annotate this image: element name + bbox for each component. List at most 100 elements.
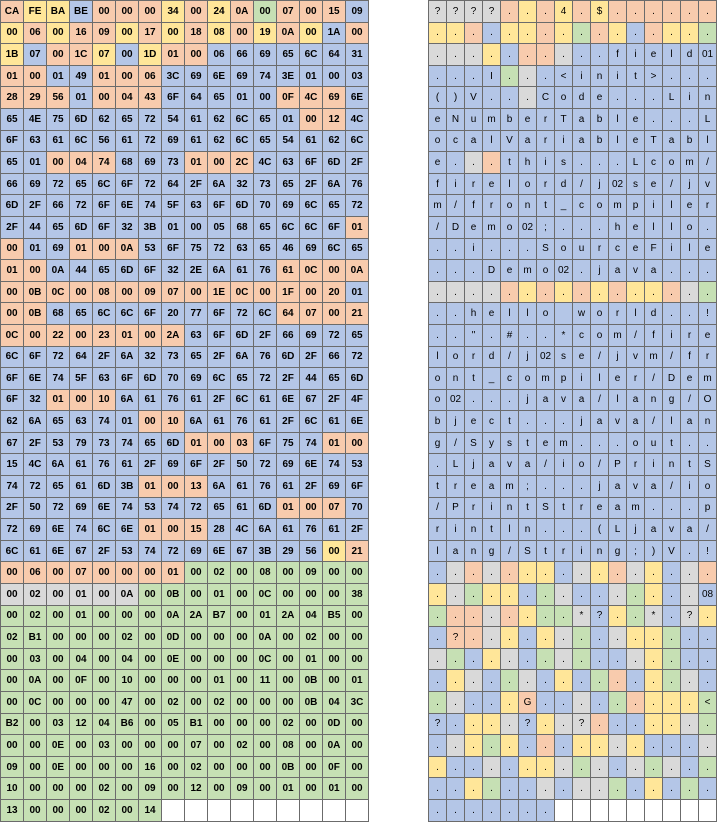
hex-byte-cell: 00 [323,303,346,325]
hex-byte-cell [277,799,300,822]
hex-byte-cell: 54 [277,130,300,153]
hex-byte-cell: 6F [139,260,162,282]
hex-byte-cell: 0B [300,692,323,714]
ascii-char-cell: . [645,692,663,714]
hex-byte-cell: 00 [24,778,47,800]
ascii-char-cell: ? [573,713,591,736]
ascii-char-cell: a [591,411,609,433]
ascii-char-cell: . [573,562,591,585]
ascii-char-cell: . [591,756,609,779]
ascii-char-cell: . [609,562,627,585]
hex-byte-cell: 2F [1,216,24,239]
ascii-char-cell: a [447,540,465,563]
hex-byte-cell: 0D [162,627,185,649]
ascii-char-cell: l [501,519,519,541]
ascii-char-cell: . [555,281,573,304]
hex-byte-cell: 01 [300,648,323,671]
ascii-char-cell: . [627,756,645,779]
ascii-char-cell: . [465,670,483,692]
ascii-char-cell: . [465,260,483,282]
hex-byte-cell: 65 [93,260,116,282]
ascii-char-cell: S [699,454,717,477]
hex-byte-cell: 74 [300,432,323,455]
hex-byte-cell: 0A [323,735,346,757]
hex-byte-cell: 0C [47,281,70,304]
hex-byte-cell: 04 [300,605,323,628]
hex-byte-cell: 61 [24,540,47,563]
hex-byte-cell: 76 [254,476,277,498]
ascii-char-cell: . [627,584,645,606]
hex-byte-cell: 00 [231,562,254,585]
hex-byte-cell: 32 [231,173,254,196]
hex-byte-cell: 69 [185,540,208,563]
ascii-char-cell: . [447,562,465,585]
hex-byte-cell: 64 [70,346,93,369]
hex-byte-cell: 10 [1,778,24,800]
ascii-char-cell: m [681,152,699,174]
hex-byte-cell: 65 [208,87,231,109]
ascii-char-cell: . [681,584,699,606]
ascii-char-cell: . [591,432,609,455]
ascii-char-cell: . [519,605,537,628]
ascii-char-cell: g [663,389,681,412]
hex-byte-cell: 69 [24,173,47,196]
ascii-char-cell: r [465,346,483,369]
ascii-char-cell: . [609,87,627,109]
hex-byte-cell: 09 [1,756,24,779]
hex-byte-cell: 4C [346,108,369,131]
hex-byte-cell: 00 [139,627,162,649]
ascii-char-cell: . [699,1,717,23]
ascii-char-cell: O [699,389,717,412]
ascii-char-cell: . [591,562,609,585]
hex-byte-cell: 2F [277,411,300,433]
hex-byte-cell: 00 [208,756,231,779]
hex-byte-cell: 6F [346,476,369,498]
hex-byte-cell: B1 [185,713,208,736]
hex-byte-cell: 2A [162,324,185,347]
ascii-char-cell: c [447,130,465,153]
ascii-char-cell: e [483,173,501,196]
hex-byte-cell: 69 [47,238,70,261]
ascii-char-cell: . [609,627,627,649]
ascii-char-cell: . [483,238,501,261]
ascii-char-cell: . [519,22,537,45]
ascii-char-cell: . [465,713,483,736]
ascii-char-cell: d [681,44,699,66]
ascii-char-cell: . [537,605,555,628]
ascii-char-cell: . [447,692,465,714]
hex-byte-cell [300,799,323,822]
hex-byte-cell: 01 [208,584,231,606]
hex-byte-cell: 0A [24,670,47,692]
hex-byte-cell: 6C [231,108,254,131]
hex-byte-cell: 6E [116,519,139,541]
hex-byte-cell: 2F [208,346,231,369]
hex-byte-cell: 2F [93,346,116,369]
hex-byte-cell: 0C [24,692,47,714]
hex-byte-cell: 01 [1,260,24,282]
hex-byte-cell: 6D [277,346,300,369]
ascii-char-cell: L [699,108,717,131]
ascii-char-cell: o [519,368,537,390]
hex-byte-cell: 00 [208,713,231,736]
hex-byte-cell: 69 [162,454,185,477]
hex-byte-cell: 01 [162,44,185,66]
hex-byte-cell: 4E [24,108,47,131]
hex-byte-cell: 69 [185,65,208,88]
ascii-char-cell: . [483,152,501,174]
hex-byte-cell: 00 [346,605,369,628]
hex-byte-cell: 65 [47,411,70,433]
ascii-char-cell: . [501,87,519,109]
hex-byte-cell: 0C [254,648,277,671]
hex-byte-cell: 00 [47,605,70,628]
ascii-char-cell: . [627,605,645,628]
hex-byte-cell: 00 [47,692,70,714]
ascii-char-cell: p [555,368,573,390]
hex-byte-cell: 03 [47,713,70,736]
hex-byte-cell: 53 [346,454,369,477]
hex-byte-cell: 62 [208,130,231,153]
ascii-char-cell: . [681,692,699,714]
ascii-char-cell: e [609,368,627,390]
hex-byte-cell: 02 [24,605,47,628]
hex-byte-cell: 3C [162,65,185,88]
ascii-char-cell: L [447,454,465,477]
